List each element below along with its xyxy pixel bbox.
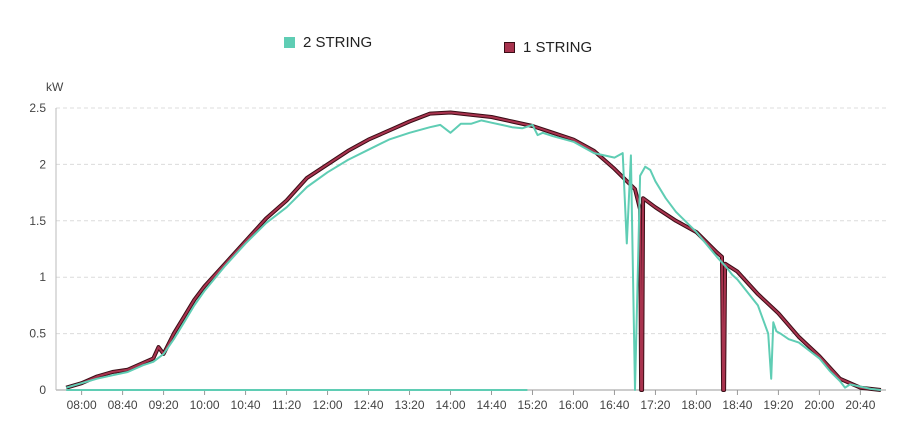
- y-axis-unit-label: kW: [46, 80, 64, 94]
- x-tick-label: 09:20: [149, 398, 179, 412]
- x-tick-label: 08:00: [67, 398, 97, 412]
- y-axis: 0 0.5 1 1.5 2 2.5kW: [29, 80, 64, 397]
- x-tick-label: 18:40: [722, 398, 752, 412]
- legend-swatch-1-string: [504, 42, 515, 53]
- x-tick-label: 10:00: [190, 398, 220, 412]
- x-tick-label: 12:00: [313, 398, 343, 412]
- y-tick-label: 2.5: [29, 101, 46, 115]
- legend-label-2-string: 2 STRING: [303, 34, 373, 51]
- x-tick-label: 10:40: [231, 398, 261, 412]
- legend-item-1-string[interactable]: 1 STRING: [504, 39, 592, 56]
- x-tick-label: 13:20: [395, 398, 425, 412]
- x-tick-label: 12:40: [354, 398, 384, 412]
- x-axis: 08:00 08:40 09:20 10:00 10:40 11:20 12:00 12:40…: [67, 390, 876, 412]
- y-tick-label: 1: [39, 270, 46, 284]
- grid-lines: [56, 107, 886, 391]
- series-line-2-string: [65, 119, 882, 391]
- x-tick-label: 17:20: [640, 398, 670, 412]
- x-tick-label: 08:40: [108, 398, 138, 412]
- series-layer: [65, 110, 882, 392]
- x-tick-label: 18:00: [681, 398, 711, 412]
- legend-item-2-string[interactable]: 2 STRING: [284, 34, 372, 51]
- legend-label-1-string: 1 STRING: [523, 39, 593, 56]
- series-line-1-string-outline: [65, 110, 882, 392]
- x-tick-label: 16:40: [599, 398, 629, 412]
- x-tick-label: 19:20: [763, 398, 793, 412]
- x-tick-label: 14:00: [435, 398, 465, 412]
- x-tick-label: 14:40: [476, 398, 506, 412]
- legend-swatch-2-string: [284, 37, 295, 48]
- x-tick-label: 15:20: [517, 398, 547, 412]
- y-tick-label: 0: [39, 383, 46, 397]
- x-tick-label: 20:40: [845, 398, 875, 412]
- y-tick-label: 2: [39, 157, 46, 171]
- x-tick-label: 20:00: [804, 398, 834, 412]
- y-tick-label: 0.5: [29, 327, 46, 341]
- x-tick-label: 16:00: [558, 398, 588, 412]
- y-tick-label: 1.5: [29, 214, 46, 228]
- x-tick-label: 11:20: [272, 398, 301, 412]
- series-line-1-string: [65, 111, 882, 391]
